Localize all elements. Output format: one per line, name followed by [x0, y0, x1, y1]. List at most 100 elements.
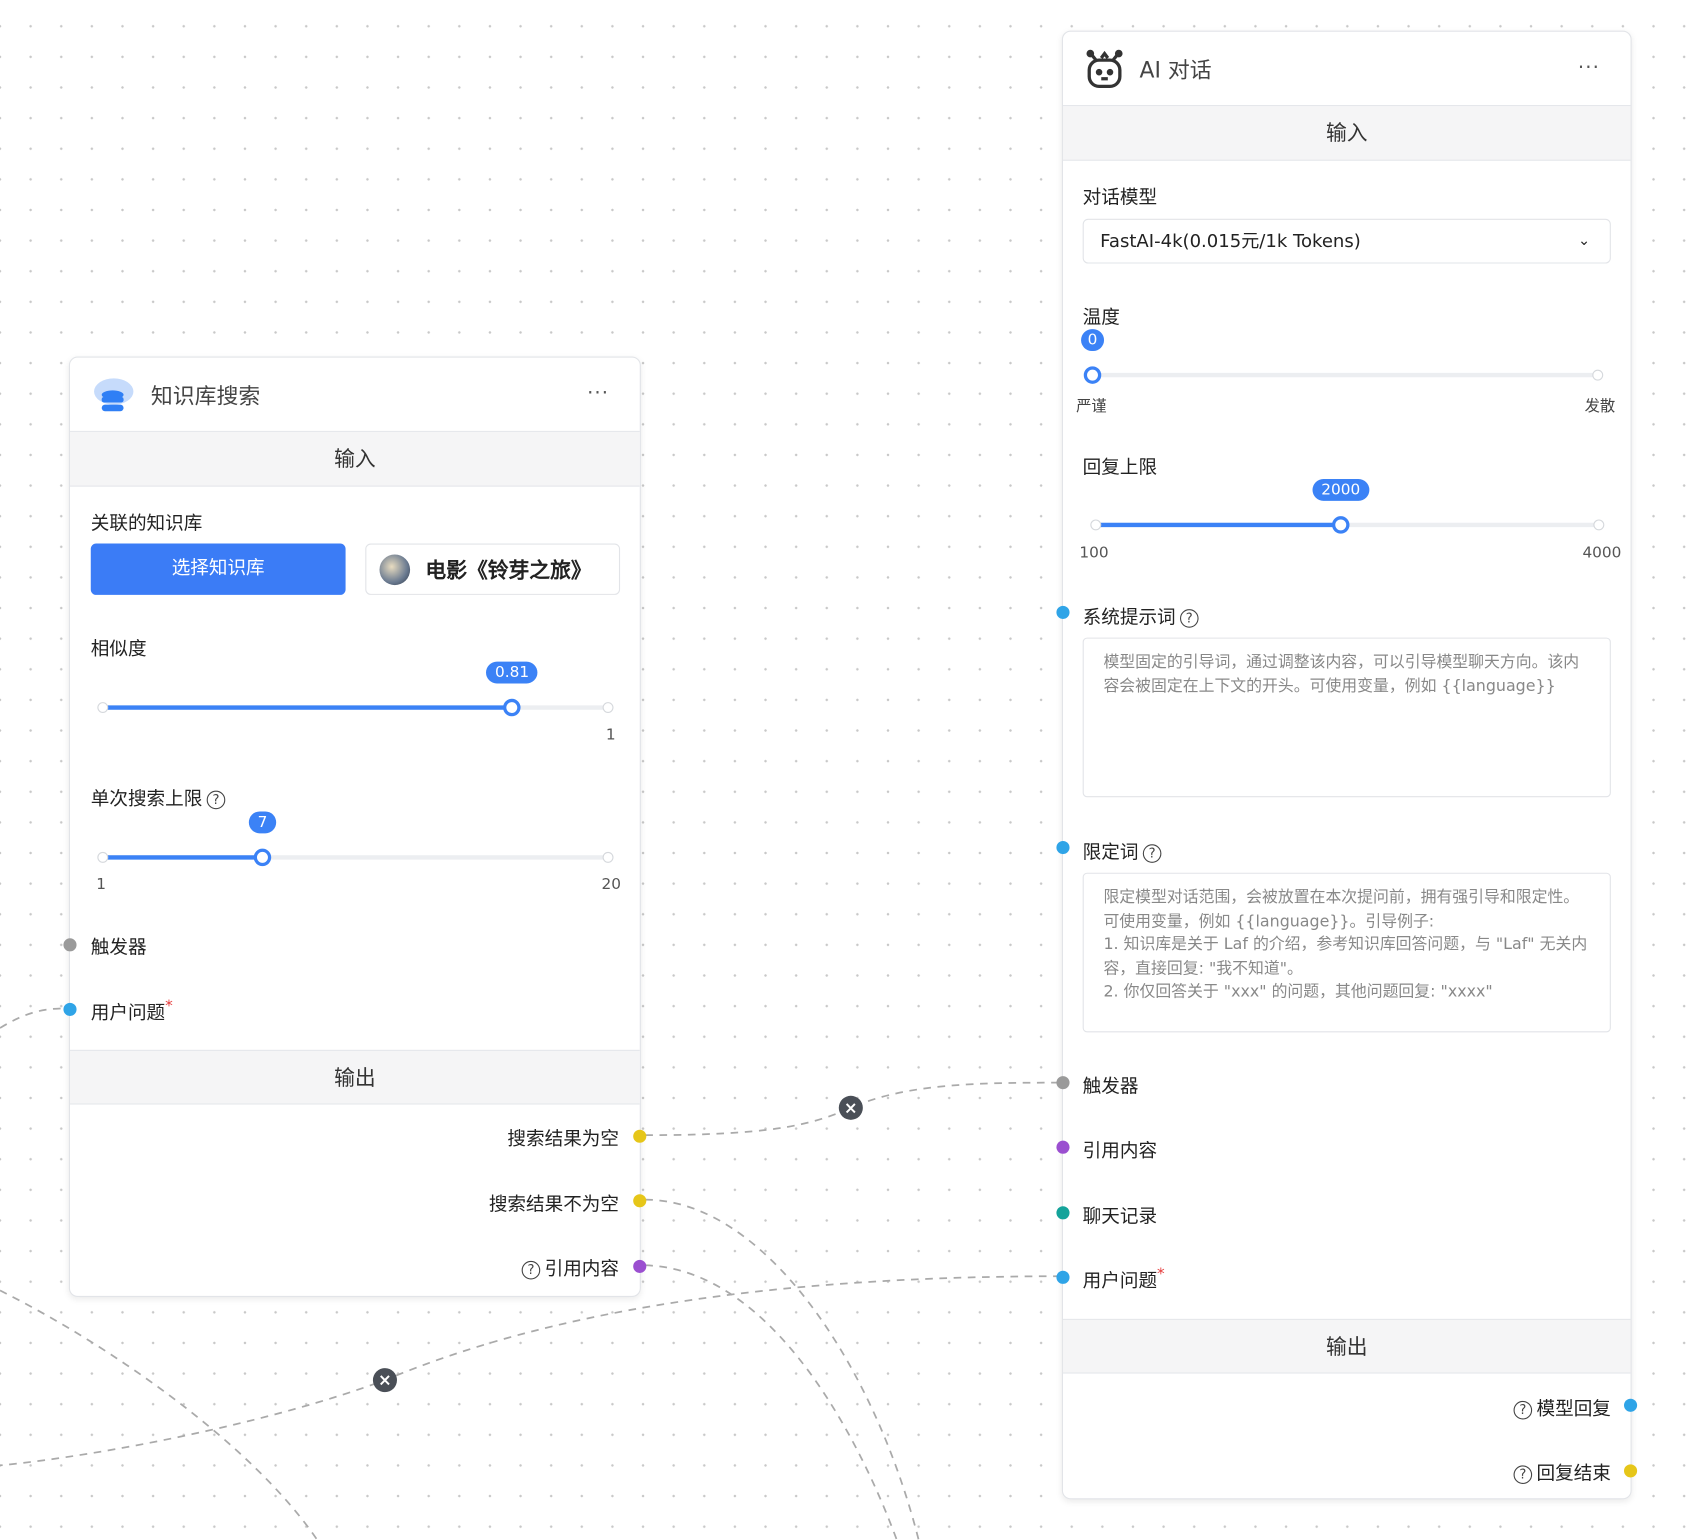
- quote-label: 引用内容: [1082, 1140, 1158, 1163]
- input-section-header: 输入: [69, 431, 640, 487]
- edge-left-down[interactable]: [0, 1289, 318, 1540]
- output-section-header: 输出: [1062, 1318, 1631, 1374]
- temperature-min: 严谨: [1076, 398, 1107, 416]
- node-title: 知识库搜索: [150, 382, 261, 410]
- trigger-label: 触发器: [1082, 1076, 1139, 1098]
- output-quote-port[interactable]: [633, 1259, 647, 1273]
- output-finish-port[interactable]: [1623, 1464, 1638, 1478]
- help-icon[interactable]: ?: [1179, 608, 1199, 628]
- output-empty-label: 搜索结果为空: [507, 1128, 619, 1151]
- history-label: 聊天记录: [1082, 1206, 1158, 1229]
- selected-kb-tag[interactable]: 电影《铃芽之旅》: [365, 543, 621, 595]
- database-cloud-icon: [94, 377, 134, 411]
- slider-value: 2000: [1312, 478, 1370, 501]
- user-question-port[interactable]: [63, 1002, 77, 1016]
- model-select-value: FastAI-4k(0.015元/1k Tokens): [1100, 230, 1361, 252]
- max-tokens-label: 回复上限: [1082, 457, 1158, 479]
- output-not-empty-port[interactable]: [633, 1194, 647, 1208]
- similarity-label: 相似度: [90, 638, 147, 661]
- max-tokens-max: 4000: [1582, 544, 1622, 563]
- robot-icon: [1086, 49, 1123, 88]
- edge-to-ai-user-question[interactable]: [0, 1275, 1061, 1467]
- search-limit-label: 单次搜索上限?: [91, 783, 226, 810]
- model-select[interactable]: FastAI-4k(0.015元/1k Tokens) ⌄: [1082, 218, 1611, 264]
- help-icon[interactable]: ?: [1142, 843, 1162, 863]
- edge-to-kb-user-question[interactable]: [0, 1007, 69, 1029]
- output-reply-port[interactable]: [1623, 1398, 1638, 1412]
- required-mark: *: [165, 997, 173, 1015]
- output-empty-port[interactable]: [633, 1129, 647, 1143]
- input-section-header: 输入: [1062, 106, 1631, 161]
- linked-kb-label: 关联的知识库: [90, 512, 203, 535]
- output-not-empty-label: 搜索结果不为空: [488, 1194, 619, 1217]
- user-question-label: 用户问题*: [91, 997, 173, 1024]
- node-header[interactable]: AI 对话 ···: [1062, 32, 1631, 107]
- search-limit-slider[interactable]: 7: [97, 811, 614, 867]
- history-port[interactable]: [1056, 1206, 1070, 1220]
- similarity-max: 1: [605, 726, 616, 744]
- output-reply-label: ? 模型回复: [1509, 1393, 1611, 1421]
- max-tokens-min: 100: [1079, 544, 1109, 563]
- user-question-port[interactable]: [1056, 1270, 1070, 1284]
- slider-value: 7: [248, 811, 277, 834]
- help-icon[interactable]: ?: [1513, 1464, 1533, 1484]
- more-menu-button[interactable]: ···: [1577, 55, 1600, 79]
- user-question-label: 用户问题*: [1083, 1265, 1165, 1292]
- limit-prompt-textarea[interactable]: 限定模型对话范围，会被放置在本次提问前，拥有强引导和限定性。可使用变量，例如 {…: [1082, 872, 1611, 1033]
- limit-prompt-label: 限定词?: [1083, 837, 1162, 864]
- delete-edge-button[interactable]: ×: [372, 1368, 397, 1393]
- help-icon[interactable]: ?: [1513, 1400, 1533, 1419]
- required-mark: *: [1157, 1265, 1165, 1283]
- output-finish-label: ? 回复结束: [1509, 1458, 1611, 1485]
- label-text: 用户问题: [1082, 1270, 1158, 1293]
- help-icon[interactable]: ?: [206, 790, 226, 809]
- trigger-port[interactable]: [63, 938, 77, 952]
- search-limit-max: 20: [601, 875, 621, 894]
- max-tokens-slider[interactable]: 2000: [1090, 478, 1605, 534]
- system-prompt-textarea[interactable]: 模型固定的引导词，通过调整该内容，可以引导模型聊天方向。该内容会被固定在上下文的…: [1082, 637, 1611, 798]
- quote-port[interactable]: [1056, 1140, 1070, 1154]
- temperature-slider[interactable]: 0: [1081, 329, 1604, 384]
- label-text: 回复结束: [1536, 1463, 1611, 1486]
- label-text: 引用内容: [544, 1258, 619, 1281]
- slider-thumb[interactable]: [253, 848, 272, 867]
- edge-quote[interactable]: [645, 1264, 898, 1540]
- edge-empty-to-trigger[interactable]: [645, 1081, 1061, 1137]
- kb-avatar: [379, 553, 411, 585]
- delete-edge-button[interactable]: ×: [838, 1095, 863, 1120]
- slider-thumb[interactable]: [1083, 366, 1102, 384]
- edge-not-empty[interactable]: [645, 1198, 920, 1540]
- temperature-label: 温度: [1082, 307, 1120, 330]
- label-text: 单次搜索上限: [90, 788, 203, 811]
- label-text: 系统提示词: [1082, 606, 1176, 629]
- trigger-label: 触发器: [90, 937, 147, 960]
- slider-value: 0: [1081, 329, 1104, 352]
- selected-kb-name: 电影《铃芽之旅》: [425, 558, 592, 583]
- chevron-down-icon: ⌄: [1578, 232, 1591, 250]
- search-limit-min: 1: [96, 875, 106, 894]
- slider-thumb[interactable]: [503, 698, 521, 717]
- output-quote-label: ? 引用内容: [517, 1253, 619, 1281]
- label-text: 模型回复: [1536, 1398, 1611, 1421]
- select-kb-button[interactable]: 选择知识库: [90, 543, 346, 595]
- ai-chat-node[interactable]: AI 对话 ··· 输入 对话模型 FastAI-4k(0.015元/1k To…: [1056, 30, 1638, 1500]
- slider-thumb[interactable]: [1332, 516, 1350, 534]
- label-text: 用户问题: [90, 1002, 166, 1025]
- kb-search-node[interactable]: 知识库搜索 ··· 输入 关联的知识库 选择知识库 电影《铃芽之旅》 相似度 0…: [63, 356, 647, 1298]
- more-menu-button[interactable]: ···: [587, 381, 610, 405]
- node-title: AI 对话: [1139, 56, 1212, 84]
- node-header[interactable]: 知识库搜索 ···: [69, 358, 640, 432]
- system-prompt-label: 系统提示词?: [1082, 601, 1199, 629]
- slider-value: 0.81: [486, 661, 538, 684]
- help-icon[interactable]: ?: [521, 1260, 541, 1279]
- system-prompt-port[interactable]: [1056, 605, 1070, 619]
- limit-prompt-port[interactable]: [1056, 840, 1070, 855]
- temperature-max: 发散: [1584, 398, 1616, 416]
- model-label: 对话模型: [1082, 187, 1158, 209]
- output-section-header: 输出: [69, 1049, 640, 1105]
- trigger-port[interactable]: [1056, 1076, 1070, 1090]
- similarity-slider[interactable]: 0.81: [97, 661, 614, 717]
- label-text: 限定词: [1082, 842, 1139, 864]
